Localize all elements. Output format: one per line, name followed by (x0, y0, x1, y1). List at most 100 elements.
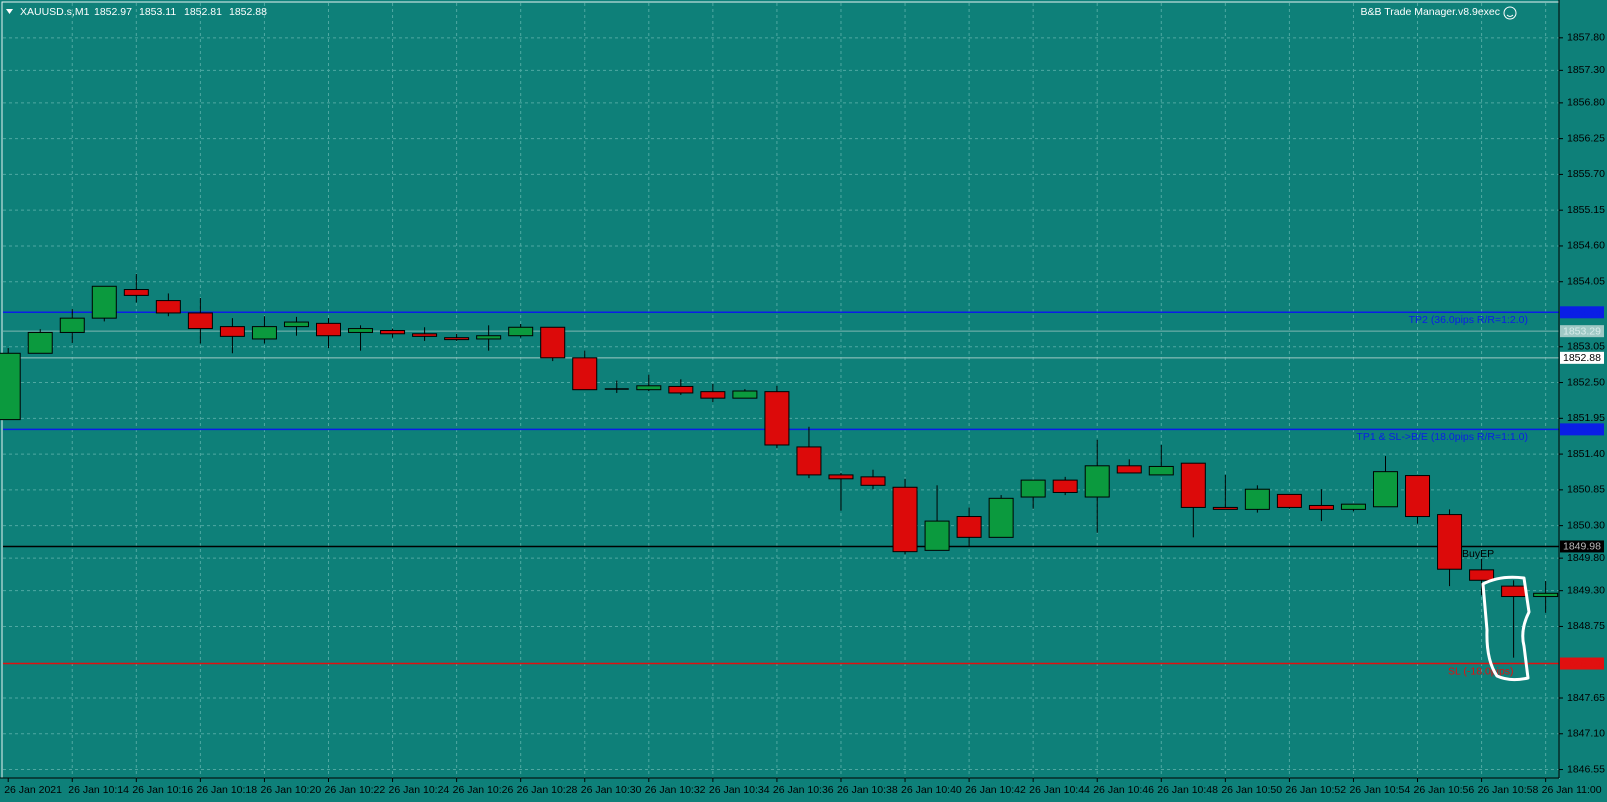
menu-arrow[interactable] (6, 9, 13, 14)
x-tick-label: 26 Jan 10:30 (581, 784, 642, 796)
x-tick-label: 26 Jan 10:34 (709, 784, 770, 796)
x-tick-label: 26 Jan 10:32 (645, 784, 706, 796)
candles (0, 273, 1559, 658)
smiley-icon[interactable] (1503, 6, 1517, 20)
x-tick-label: 26 Jan 10:26 (453, 784, 514, 796)
candle-body (1020, 479, 1046, 498)
candle-body (636, 385, 662, 391)
candle-body (1052, 479, 1078, 493)
candle-body (508, 326, 534, 337)
y-tick-label: 1850.30 (1567, 519, 1605, 531)
x-tick-label: 26 Jan 10:14 (68, 784, 129, 796)
price-tag-label: 1851.78 (1563, 424, 1601, 436)
candle-body (668, 385, 694, 394)
candle-body (732, 390, 758, 399)
smiley-mouth (1506, 14, 1514, 17)
x-tick-label: 26 Jan 10:56 (1414, 784, 1475, 796)
y-tick-label: 1850.85 (1567, 484, 1605, 496)
x-tick-label: 26 Jan 10:46 (1093, 784, 1154, 796)
level-label: BuyEP (1462, 548, 1494, 560)
candle-body (924, 520, 950, 551)
candle-body (476, 335, 502, 340)
y-tick-label: 1856.25 (1567, 132, 1605, 144)
y-tick-label: 1849.80 (1567, 552, 1605, 564)
y-tick-label: 1847.10 (1567, 728, 1605, 740)
candle-body (796, 446, 822, 476)
candle-body (1276, 493, 1302, 508)
levels: TP2 (36.0pips R/R=1:2.0) TP1 & SL->B/E (1… (3, 311, 1559, 677)
x-tick-label: 26 Jan 11:00 (1542, 784, 1602, 796)
x-tick-label: 26 Jan 10:48 (1157, 784, 1218, 796)
price-tag (1560, 325, 1604, 338)
candle-body (988, 497, 1014, 538)
candle-body (540, 326, 566, 359)
x-tick-label: 26 Jan 10:58 (1478, 784, 1539, 796)
candle-body (59, 317, 85, 333)
price-tag (1560, 306, 1604, 319)
candle-body (1340, 503, 1366, 510)
y-tick-label: 1851.40 (1567, 448, 1605, 460)
x-tick-label: 26 Jan 10:52 (1285, 784, 1346, 796)
x-tick-label: 26 Jan 10:44 (1029, 784, 1090, 796)
x-tick-label: 26 Jan 10:24 (389, 784, 450, 796)
quote-value: 1852.81 (184, 6, 222, 18)
price-tag-label: 1852.88 (1563, 352, 1601, 364)
x-tick-label: 26 Jan 10:16 (132, 784, 193, 796)
candle-body (1437, 514, 1463, 570)
candle-body (1116, 465, 1142, 474)
candle-body (1405, 475, 1431, 518)
candle-body (572, 357, 598, 391)
candle-body (764, 391, 790, 446)
quote: 1852.97 1853.11 1852.81 1852.88 (94, 6, 267, 18)
candle-body (155, 300, 181, 314)
candle-body (1533, 592, 1559, 598)
candle-body (1469, 569, 1495, 581)
y-tick-label: 1855.15 (1567, 204, 1605, 216)
x-tick-label: 26 Jan 10:36 (773, 784, 834, 796)
candle-body (219, 326, 245, 337)
grid (3, 3, 1559, 778)
price-tag (1560, 657, 1604, 670)
price-tag-label: 1849.98 (1563, 541, 1601, 553)
x-tick-label: 26 Jan 10:20 (260, 784, 321, 796)
price-tag (1560, 423, 1604, 436)
candle-body (91, 285, 117, 319)
candle-body (1084, 465, 1110, 498)
y-tick-label: 1857.80 (1567, 32, 1605, 44)
price-tag-label: 1853.58 (1563, 307, 1601, 319)
candle-body (1148, 465, 1174, 476)
y-tick-label: 1856.80 (1567, 97, 1605, 109)
candle-body (1212, 506, 1238, 510)
price-tag-label: 1853.29 (1563, 325, 1601, 337)
level-label: SL (-18.0pips) (1448, 665, 1514, 677)
candle-body (27, 331, 53, 354)
y-tick-label: 1852.50 (1567, 376, 1605, 388)
candle-body (1180, 462, 1206, 508)
price-tag (1560, 351, 1604, 364)
symbol: XAUUSD.s,M1 (20, 6, 90, 18)
candle-body (251, 326, 277, 340)
price-tag-label: 1848.18 (1563, 658, 1601, 670)
x-tick-label: 26 Jan 10:28 (517, 784, 578, 796)
y-tick-label: 1848.75 (1567, 620, 1605, 632)
quote-value: 1852.88 (229, 6, 267, 18)
y-tick-label: 1846.55 (1567, 763, 1605, 775)
y-tick-label: 1849.30 (1567, 584, 1605, 596)
y-tick-label: 1854.05 (1567, 276, 1605, 288)
price-tag (1560, 540, 1604, 553)
x-tick-label: 26 Jan 10:38 (837, 784, 898, 796)
quote-value: 1853.11 (139, 6, 176, 18)
candle-body (700, 391, 726, 399)
y-tick-label: 1855.70 (1567, 168, 1605, 180)
candle-body (1501, 585, 1527, 598)
hand-drawn-annotation (1481, 575, 1531, 682)
candle-body (283, 321, 309, 328)
candle-body (0, 352, 21, 421)
level-label: TP2 (36.0pips R/R=1:2.0) (1409, 314, 1528, 326)
x-tick-label: 26 Jan 10:54 (1349, 784, 1410, 796)
candle-body (956, 516, 982, 538)
candle-body (1372, 471, 1398, 508)
